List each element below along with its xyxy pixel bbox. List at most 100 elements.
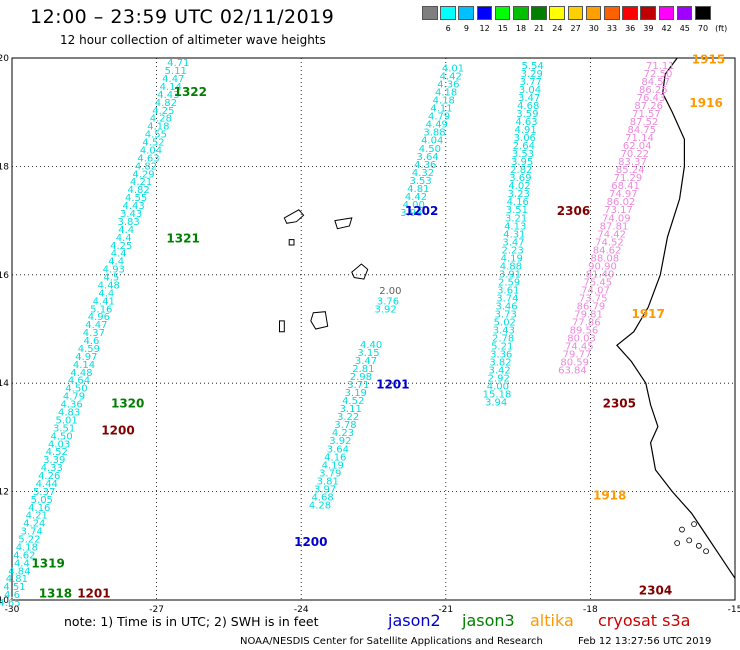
wave-height-value: 4.52 <box>46 447 68 458</box>
wave-height-value: 4.83 <box>58 408 80 419</box>
wave-height-value: 3.79 <box>319 468 341 479</box>
wave-height-value: 3.47 <box>518 93 540 104</box>
wave-height-value: 4.49 <box>426 120 448 131</box>
color-scale-label: 6 <box>445 24 451 33</box>
wave-height-value: 4.42 <box>440 72 462 83</box>
wave-height-value: 4.4 <box>111 249 127 260</box>
color-scale-swatch <box>585 6 602 20</box>
wave-height-value: 4.82 <box>155 98 177 109</box>
wave-height-value: 4.23 <box>332 428 354 439</box>
wave-height-value: 3.46 <box>495 302 517 313</box>
wave-height-value: 74.42 <box>597 229 626 240</box>
color-scale-label: 36 <box>625 24 636 33</box>
wave-height-value: 3.82 <box>489 358 511 369</box>
pass-time-label: 1916 <box>689 96 722 110</box>
wave-height-value: 2.59 <box>498 277 520 288</box>
wave-height-value: 4.04 <box>421 136 443 147</box>
color-scale-swatch <box>458 6 474 20</box>
wave-height-value: 4.48 <box>70 368 92 379</box>
note-text: note: 1) Time is in UTC; 2) SWH is in fe… <box>64 614 319 629</box>
wave-height-value: 4.02 <box>508 181 530 192</box>
wave-height-value: 3.51 <box>506 205 528 216</box>
map-title: 12:00 – 23:59 UTC 02/11/2019 <box>30 6 335 28</box>
wave-height-value: 4.36 <box>414 160 436 171</box>
wave-height-value: 4.68 <box>311 492 333 503</box>
pass-time-label: 1917 <box>631 307 664 321</box>
wave-height-value: 3.73 <box>495 310 517 321</box>
wave-height-value: 4.64 <box>68 376 90 387</box>
x-tick-label: -21 <box>438 605 453 615</box>
wave-height-value: 4.52 <box>142 138 164 149</box>
wave-height-value: 2.82 <box>510 165 532 176</box>
wave-height-value: 74.09 <box>602 213 631 224</box>
pass-time-label: 1915 <box>692 52 725 66</box>
wave-height-value: 73.75 <box>579 294 608 305</box>
wave-height-value: 3.11 <box>340 404 362 415</box>
islet-outline <box>703 548 709 555</box>
color-scale-label: 21 <box>534 24 545 33</box>
wave-height-value: 4.11 <box>430 104 452 115</box>
wave-height-value: 2.78 <box>492 334 514 345</box>
color-scale-swatch <box>658 6 675 20</box>
wave-height-value: 85.24 <box>616 165 645 176</box>
color-scale-unit: (ft) <box>715 24 728 33</box>
wave-height-value: 4.82 <box>135 161 157 172</box>
wave-height-value: 3.92 <box>374 305 396 316</box>
wave-height-value: 3.51 <box>53 423 75 434</box>
legend-altika: altika <box>530 611 574 630</box>
wave-height-value: 84.62 <box>593 245 622 256</box>
y-tick-label: 16 <box>0 271 9 281</box>
color-scale-label: 18 <box>515 24 527 33</box>
color-scale-label: 24 <box>552 24 563 33</box>
pass-time-label: 2304 <box>639 584 672 598</box>
wave-height-value: 4.96 <box>88 312 110 323</box>
wave-height-value: 4.28 <box>309 500 331 511</box>
color-scale-swatch <box>494 6 511 20</box>
x-tick-label: -24 <box>294 605 309 615</box>
wave-height-value: 4.32 <box>412 168 434 179</box>
wave-height-value: 62.04 <box>623 141 652 152</box>
wave-height-value: 4.93 <box>103 265 125 276</box>
wave-height-value: 4.47 <box>85 320 107 331</box>
wave-height-value: 4.18 <box>433 96 455 107</box>
wave-height-value: 77.86 <box>572 318 601 329</box>
wave-height-value: 2.98 <box>350 372 372 383</box>
wave-height-value: 4.51 <box>3 582 25 593</box>
y-tick-label: 18 <box>0 162 9 172</box>
color-scale-swatch <box>513 6 529 20</box>
wave-height-value: 4.6 <box>4 590 20 601</box>
wave-height-value: 3.42 <box>488 366 510 377</box>
wave-height-value: 4.14 <box>160 82 182 93</box>
wave-height-value: 3.43 <box>493 326 515 337</box>
wave-height-value: 4.55 <box>125 193 147 204</box>
wave-height-value: 4.4 <box>98 288 114 299</box>
wave-height-value: 3.74 <box>496 294 518 305</box>
wave-height-value: 4.50 <box>50 431 72 442</box>
color-scale-label: 27 <box>570 24 581 33</box>
pass-time-label: 1200 <box>101 424 134 438</box>
wave-height-value: 4.48 <box>98 281 120 292</box>
wave-height-value: 3.04 <box>519 85 541 96</box>
wave-height-value: 3.39 <box>43 455 65 466</box>
islet-outline <box>674 540 681 546</box>
y-tick-label: 14 <box>0 379 9 389</box>
wave-height-value: 3.97 <box>314 484 336 495</box>
wave-height-value: 80.03 <box>567 334 596 345</box>
wave-height-value: 86.02 <box>607 197 636 208</box>
wave-height-value: 87.81 <box>600 221 629 232</box>
wave-height-value: 4.50 <box>65 384 87 395</box>
wave-height-value: 4.65 <box>0 598 21 609</box>
wave-height-value: 4.59 <box>78 344 100 355</box>
wave-height-value: 4.81 <box>407 184 429 195</box>
wave-height-value: 74.45 <box>565 342 594 353</box>
wave-height-value: 90.90 <box>588 261 617 272</box>
pass-time-label: 1320 <box>111 397 144 411</box>
wave-height-value: 87.52 <box>630 117 659 128</box>
wave-height-value: 5.16 <box>90 304 112 315</box>
wave-height-value: 5.37 <box>33 487 55 498</box>
color-scale-swatch <box>695 6 711 20</box>
wave-height-value: 4.33 <box>41 463 63 474</box>
wave-height-value: 63.84 <box>558 366 587 377</box>
wave-height-value: 4.63 <box>515 117 537 128</box>
y-tick-label: 20 <box>0 54 9 64</box>
